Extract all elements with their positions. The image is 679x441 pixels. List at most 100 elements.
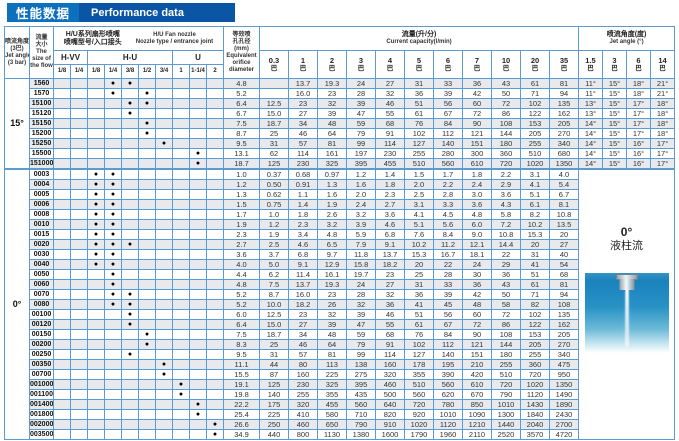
capacity-cell: 3.1: [520, 168, 550, 180]
capacity-cell: 13.7: [288, 279, 318, 290]
capacity-cell: 1350: [548, 379, 580, 390]
jet-angle-cell: 11°: [578, 78, 604, 89]
capacity-cell: 9.0: [462, 229, 492, 240]
joint-availability-cell: [70, 279, 88, 290]
capacity-cell: 255: [288, 389, 318, 400]
capacity-cell: 18.7: [259, 118, 289, 129]
capacity-cell: 510: [404, 158, 434, 170]
capacity-cell: 460: [375, 379, 405, 390]
capacity-cell: 22: [491, 249, 521, 260]
capacity-cell: 1020: [520, 379, 550, 390]
jet-angle-cell: 17°: [626, 108, 652, 119]
capacity-cell: 6.5: [317, 239, 347, 250]
capacity-cell: 3570: [520, 429, 550, 440]
capacity-cell: 102: [520, 98, 550, 109]
joint-availability-cell: [70, 309, 88, 320]
capacity-cell: 125: [259, 158, 289, 170]
joint-availability-cell: ●: [87, 168, 105, 180]
capacity-cell: 60: [462, 309, 492, 320]
jet-angle-cell: 17°: [650, 148, 676, 159]
joint-availability-cell: [155, 118, 173, 129]
orifice-diameter-cell: 34.9: [223, 429, 260, 440]
joint-availability-cell: ●: [121, 349, 139, 360]
joint-availability-cell: [53, 329, 71, 340]
pressure-value: 14: [658, 55, 667, 65]
table-row: 0020 ● ● ● 2.7 2.5 4.6 6.5 7.9 9.1 10.2 11.2 12.1 14.…: [5, 239, 675, 250]
joint-availability-cell: [53, 419, 71, 430]
capacity-cell: 7.9: [346, 239, 376, 250]
joint-size-header: 1/4: [70, 64, 88, 79]
capacity-cell: 102: [404, 339, 434, 350]
capacity-cell: 410: [288, 409, 318, 420]
capacity-cell: 13.7: [288, 78, 318, 89]
capacity-cell: 6.8: [375, 229, 405, 240]
joint-availability-cell: [189, 168, 207, 180]
capacity-cell: 71: [520, 88, 550, 99]
pressure-unit-bar: 巴: [635, 64, 642, 72]
joint-availability-cell: [138, 229, 156, 240]
capacity-cell: 255: [520, 138, 550, 149]
table-row: 1570 ● ● 5.2 16.0 23 28 32 36 39 42 50 71 94 11° 15° 18°…: [5, 88, 676, 99]
joint-availability-cell: ●: [104, 199, 122, 210]
orifice-en1: Equivalent: [226, 52, 257, 59]
capacity-cell: 7.6: [404, 229, 434, 240]
capacity-cell: 560: [433, 379, 463, 390]
capacity-cell: 81: [548, 279, 580, 290]
capacity-cell: 0.37: [259, 168, 289, 180]
joint-availability-cell: [87, 118, 105, 129]
joint-availability-cell: [104, 429, 122, 440]
capacity-cell: 15.3: [520, 229, 550, 240]
capacity-cell: 64: [317, 339, 347, 350]
jet-angle-cell: 14°: [578, 148, 604, 159]
capacity-cell: 57: [288, 349, 318, 360]
capacity-cell: 510: [520, 148, 550, 159]
joint-availability-cell: [87, 349, 105, 360]
table-row: 15100 ● ● 6.4 12.5 23 32 39 46 51 56 60 72 102 135 13° 1…: [5, 98, 676, 109]
joint-availability-cell: ●: [121, 239, 139, 250]
capacity-cell: 325: [317, 379, 347, 390]
capacity-cell: 390: [433, 369, 463, 380]
jet-angle-cell: 15°: [602, 128, 628, 139]
capacity-cell: 720: [404, 399, 434, 410]
pressure-value: 0.3: [268, 55, 280, 65]
capacity-cell: 12.5: [259, 309, 289, 320]
flow-code-cell: 001400: [29, 399, 54, 410]
joint-availability-cell: [138, 189, 156, 200]
jet-angle-cell: 16°: [626, 148, 652, 159]
capacity-cell: 5.1: [520, 189, 550, 200]
joint-availability-cell: [138, 179, 156, 190]
joint-availability-cell: [138, 419, 156, 430]
joint-availability-cell: ●: [206, 429, 224, 440]
joint-availability-cell: [155, 269, 173, 280]
joint-availability-cell: [138, 379, 156, 390]
joint-availability-cell: [70, 359, 88, 370]
joint-availability-cell: [138, 289, 156, 300]
capacity-cell: 230: [375, 148, 405, 159]
flow-size-header: 流量 大小 The size of the flow: [29, 26, 54, 79]
capacity-cell: 670: [462, 389, 492, 400]
capacity-cell: 250: [259, 419, 289, 430]
joint-availability-cell: [172, 319, 190, 330]
orifice-diameter-cell: 1.7: [223, 209, 260, 220]
joint-availability-cell: [206, 359, 224, 370]
joint-availability-cell: [172, 148, 190, 159]
joint-availability-cell: [104, 148, 122, 159]
capacity-cell: 4.0: [548, 168, 580, 180]
joint-size-header: 1/8: [87, 64, 105, 79]
flow-code-cell: 15150: [29, 118, 54, 129]
jet-angle-cell: 15°: [602, 108, 628, 119]
capacity-cell: 225: [259, 409, 289, 420]
joint-availability-cell: [87, 269, 105, 280]
capacity-cell: 113: [317, 359, 347, 370]
jet-angle-cell: 15°: [602, 98, 628, 109]
capacity-cell: 9.1: [375, 239, 405, 250]
joint-availability-cell: [172, 199, 190, 210]
joint-availability-cell: [53, 319, 71, 330]
joint-availability-cell: [53, 369, 71, 380]
table-row: 0040 ● ● 4.0 5.0 9.1 12.9 15.8 18.2 20 22 24 29 41 54: [5, 259, 675, 270]
pressure-value: 7: [474, 55, 480, 65]
joint-availability-cell: ●: [104, 209, 122, 220]
capacity-cell: 22: [433, 259, 463, 270]
capacity-cell: 255: [491, 359, 521, 370]
